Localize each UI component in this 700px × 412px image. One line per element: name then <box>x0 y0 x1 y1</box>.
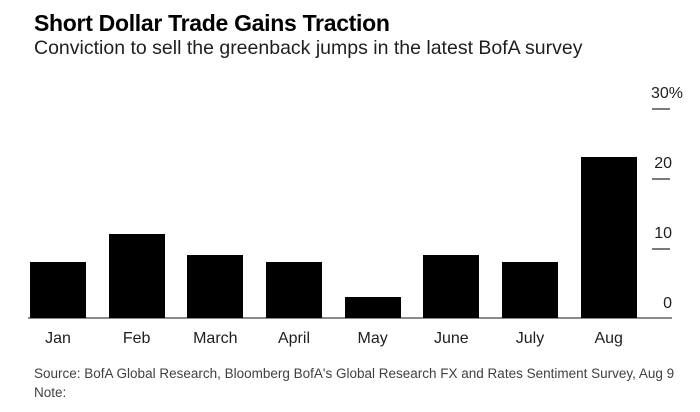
x-axis-label-jan: Jan <box>45 330 71 347</box>
bar-july <box>502 262 559 318</box>
y-tick-label-0: 0 <box>663 294 672 312</box>
x-axis-label-aug: Aug <box>594 330 623 347</box>
y-tick-mark-10 <box>652 247 670 250</box>
bar-jan <box>30 262 86 318</box>
x-axis-label-may: May <box>357 330 388 347</box>
source-line: Source: BofA Global Research, Bloomberg … <box>34 366 675 381</box>
y-tick-label-20: 20 <box>654 154 672 172</box>
chart-subtitle: Conviction to sell the greenback jumps i… <box>34 37 583 59</box>
bar-june <box>423 255 480 318</box>
y-tick-label-30: 30% <box>650 84 683 102</box>
bar-march <box>187 255 244 318</box>
source-note: Source: BofA Global Research, Bloomberg … <box>34 365 694 402</box>
x-axis-line <box>28 317 672 319</box>
x-axis-label-june: June <box>433 330 469 347</box>
y-tick-label-10: 10 <box>654 224 672 242</box>
y-tick-mark-20 <box>652 177 670 180</box>
bar-april <box>266 262 322 318</box>
note-line: Note: <box>34 384 67 400</box>
bar-aug <box>580 157 637 318</box>
y-tick-mark-30 <box>652 107 670 110</box>
bar-chart-plot-area: Jan Feb March April May June July Aug 0 10 20 30% <box>28 84 683 347</box>
x-axis-label-march: March <box>193 330 238 347</box>
bar-may <box>344 297 401 318</box>
x-axis-label-july: July <box>515 330 545 347</box>
x-axis-label-april: April <box>277 330 310 347</box>
chart-title: Short Dollar Trade Gains Traction <box>34 10 390 36</box>
bar-feb <box>108 234 165 318</box>
x-axis-label-feb: Feb <box>122 330 151 347</box>
